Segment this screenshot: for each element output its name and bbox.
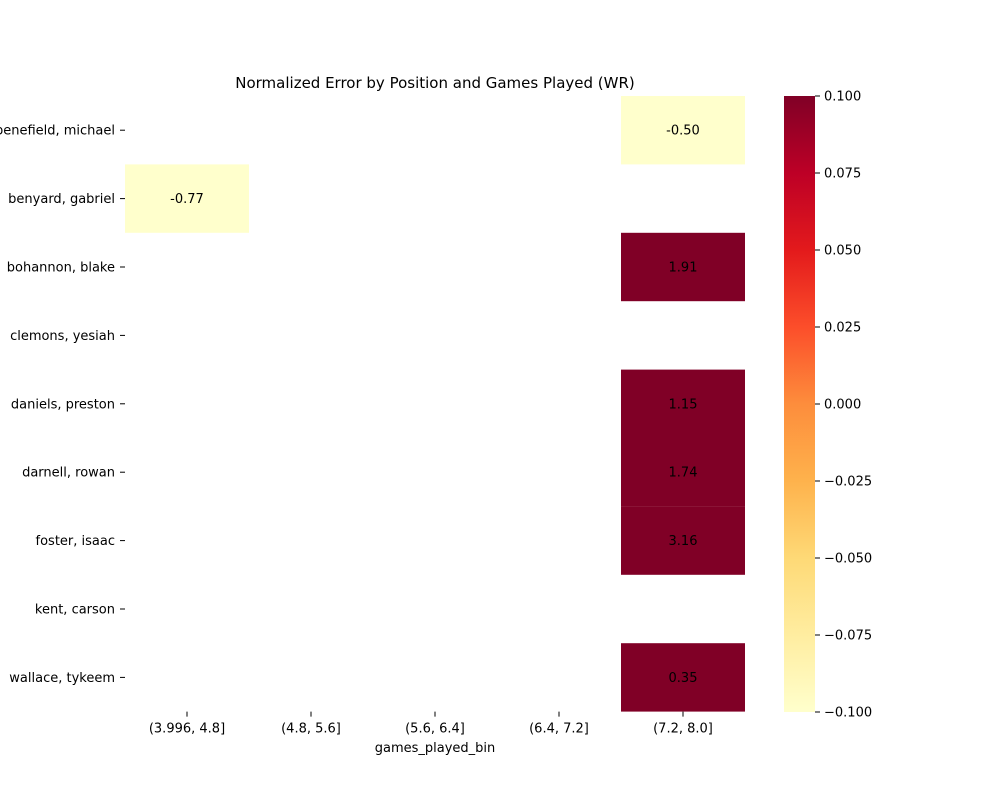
- colorbar-tick-label: 0.100: [824, 90, 861, 105]
- chart-title: Normalized Error by Position and Games P…: [235, 74, 635, 92]
- cell-value-label: 1.91: [669, 261, 698, 276]
- cell-value-label: 0.35: [669, 671, 698, 686]
- heatmap-cell-darnell-rowan: [621, 438, 745, 507]
- y-tick-label: kent, carson: [35, 603, 115, 618]
- heatmap-cell-wallace-tykeem: [621, 643, 745, 712]
- x-axis-label: games_played_bin: [375, 741, 496, 756]
- y-tick-label: wallace, tykeem: [9, 671, 115, 686]
- cell-value-label: -0.77: [170, 192, 204, 207]
- heatmap-cells: -0.50 -0.77 1.91 1.15 1.74 3.16 0.35: [125, 96, 745, 712]
- colorbar-tick-label: 0.000: [824, 398, 861, 413]
- colorbar-tick-label: 0.075: [824, 167, 861, 182]
- colorbar-tick-label: −0.100: [824, 706, 872, 721]
- cell-value-label: 1.74: [669, 466, 698, 481]
- y-tick-label: darnell, rowan: [22, 466, 115, 481]
- y-tick-label: clemons, yesiah: [10, 329, 115, 344]
- x-tick-label: (3.996, 4.8]: [149, 722, 225, 737]
- cell-value-label: 3.16: [669, 534, 698, 549]
- heatmap-cell-bohannon-blake: [621, 232, 745, 302]
- colorbar-tick-label: −0.050: [824, 552, 872, 567]
- heatmap-cell-benyard-gabriel: [125, 164, 249, 233]
- x-tick-label: (6.4, 7.2]: [529, 722, 589, 737]
- heatmap-cell-daniels-preston: [621, 369, 745, 438]
- colorbar-tick-label: −0.075: [824, 629, 872, 644]
- y-tick-label: benyard, gabriel: [8, 192, 115, 207]
- y-tick-label: daniels, preston: [11, 397, 115, 412]
- heatmap-cell-benefield-michael: [621, 96, 745, 165]
- cell-value-label: -0.50: [666, 124, 700, 139]
- colorbar-tick-label: 0.050: [824, 244, 861, 259]
- cell-value-label: 1.15: [669, 397, 698, 412]
- x-tick-labels: (3.996, 4.8] (4.8, 5.6] (5.6, 6.4] (6.4, 7.…: [149, 711, 713, 737]
- heatmap-cell-foster-isaac: [621, 506, 745, 575]
- y-tick-label: bohannon, blake: [7, 261, 115, 276]
- colorbar: [784, 96, 815, 712]
- x-tick-label: (7.2, 8.0]: [653, 722, 713, 737]
- y-tick-label: foster, isaac: [36, 534, 115, 549]
- colorbar-ticks: 0.100 0.075 0.050 0.025 0.000 −0.025 −0.050 −0.…: [815, 90, 872, 721]
- y-tick-labels: benefield, michael benyard, gabriel bohann…: [0, 124, 125, 686]
- colorbar-tick-label: 0.025: [824, 321, 861, 336]
- y-tick-label: benefield, michael: [0, 124, 115, 139]
- colorbar-tick-label: −0.025: [824, 475, 872, 490]
- x-tick-label: (4.8, 5.6]: [281, 722, 341, 737]
- x-tick-label: (5.6, 6.4]: [405, 722, 465, 737]
